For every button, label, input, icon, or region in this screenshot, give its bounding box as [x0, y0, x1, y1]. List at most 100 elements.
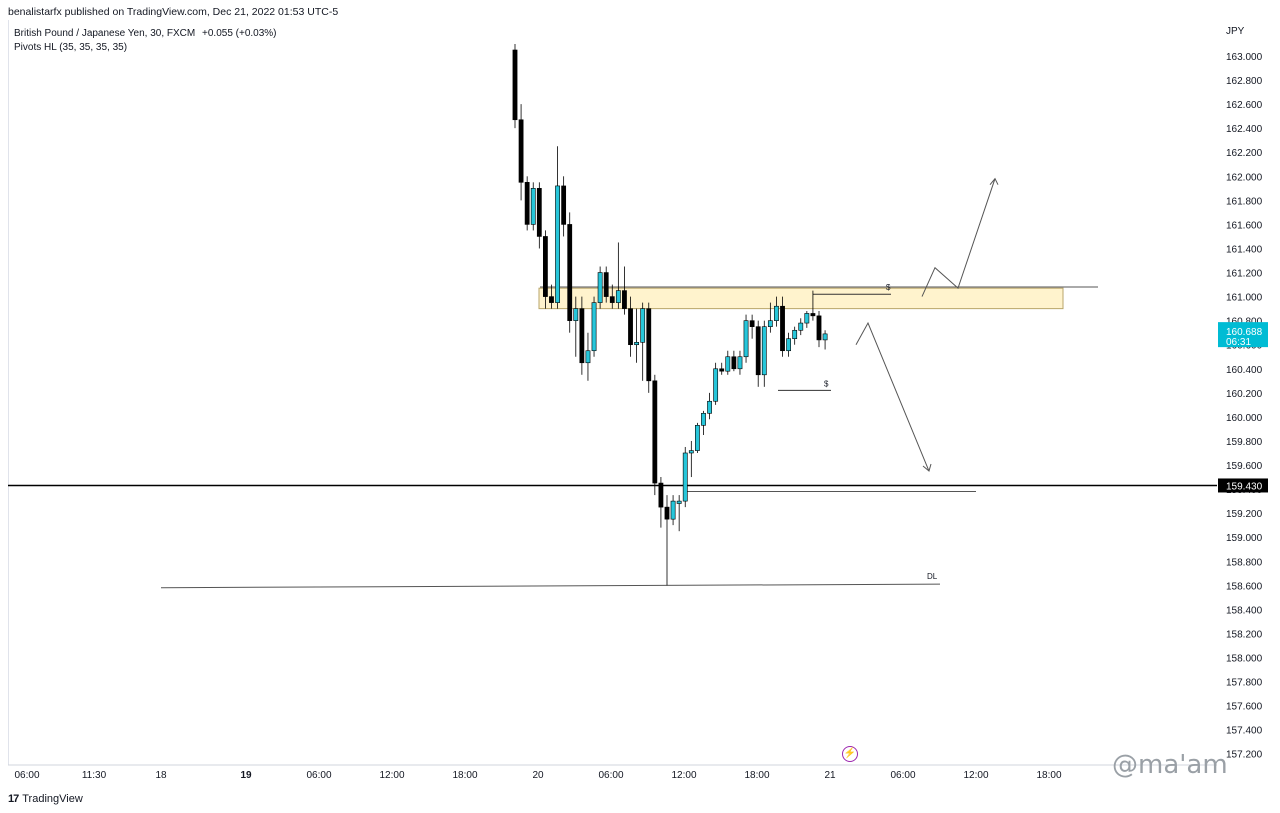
candle-body [786, 338, 791, 352]
candle-body [585, 350, 591, 364]
candle-body [725, 356, 731, 372]
time-tick-label: 18 [155, 770, 167, 781]
candle-body [755, 326, 761, 376]
chart-legend: British Pound / Japanese Yen, 30, FXCM +… [14, 27, 277, 54]
candle-body [622, 290, 627, 309]
price-tick-label: 158.800 [1226, 557, 1263, 568]
price-tick-label: 158.200 [1226, 629, 1263, 640]
candle-body [579, 308, 585, 364]
lightning-icon[interactable]: ⚡ [842, 746, 858, 762]
candle-body [694, 425, 700, 451]
price-tick-label: 160.200 [1226, 389, 1263, 400]
candle-body [615, 290, 621, 303]
candle-body [707, 400, 712, 414]
time-tick-label: 12:00 [671, 770, 696, 781]
time-tick-label: 20 [532, 770, 544, 781]
time-tick-label: 18:00 [1036, 770, 1061, 781]
candle-body [536, 188, 542, 237]
price-tick-label: 157.400 [1226, 726, 1263, 737]
price-tick-label: 159.800 [1226, 437, 1263, 448]
candle-body [761, 326, 767, 376]
dl-line[interactable] [160, 583, 941, 589]
candle-body [767, 320, 773, 327]
candle-body [542, 236, 548, 297]
dl-label: DL [927, 572, 938, 581]
horizontal-line-price-label: 159.430 [1226, 481, 1263, 492]
current-price-label: 160.688 [1226, 327, 1263, 338]
time-tick-label: 18:00 [452, 770, 477, 781]
candle-body [530, 188, 536, 225]
candle-body [658, 482, 664, 508]
candle-body [567, 224, 573, 321]
publisher-header: benalistarfx published on TradingView.co… [8, 6, 339, 18]
candle-body [749, 320, 755, 327]
current-price-badge [1218, 322, 1268, 348]
indicator-legend[interactable]: Pivots HL (35, 35, 35, 35) [14, 41, 128, 53]
symbol-legend[interactable]: British Pound / Japanese Yen, 30, FXCM +… [14, 27, 277, 41]
candle-body [518, 119, 524, 183]
price-tick-label: 158.000 [1226, 654, 1263, 665]
projection-down-path[interactable] [855, 321, 930, 472]
tradingview-mark-icon: 17 [8, 793, 19, 805]
projection-up-path[interactable] [921, 178, 996, 297]
candle-body [731, 356, 737, 370]
time-tick-label: 06:00 [890, 770, 915, 781]
price-tick-label: 162.000 [1226, 172, 1263, 183]
supply-zone[interactable] [538, 287, 1064, 310]
candle-body [682, 452, 688, 502]
bar-countdown-label: 06:31 [1226, 337, 1251, 348]
candle-body [640, 308, 646, 343]
candle-body [792, 329, 798, 340]
liquidity-label-mid: $ [824, 379, 829, 388]
symbol-title: British Pound / Japanese Yen, 30, FXCM [14, 28, 196, 39]
candle-body [713, 368, 719, 402]
price-tick-label: 162.600 [1226, 100, 1263, 111]
time-tick-label: 11:30 [82, 770, 107, 781]
candle-body [804, 313, 810, 324]
candle-body [719, 368, 725, 372]
time-tick-label: 12:00 [963, 770, 988, 781]
candle-body [810, 313, 816, 317]
time-tick-label: 21 [824, 770, 836, 781]
price-tick-label: 162.800 [1226, 76, 1263, 87]
candle-body [816, 315, 822, 341]
watermark-text: @ma'am [1112, 750, 1228, 780]
price-tick-label: 158.600 [1226, 581, 1263, 592]
price-tick-label: 162.200 [1226, 148, 1263, 159]
candle-body [591, 302, 597, 352]
price-change: +0.055 (+0.03%) [202, 28, 277, 39]
candle-body [512, 49, 518, 121]
candle-body [646, 308, 652, 382]
time-tick-label: 06:00 [306, 770, 331, 781]
brand-name: TradingView [22, 793, 83, 805]
price-tick-label: 160.400 [1226, 365, 1263, 376]
candle-body [597, 272, 603, 303]
price-tick-label: 157.600 [1226, 702, 1263, 713]
candle-body [549, 296, 554, 303]
price-tick-label: 161.000 [1226, 293, 1263, 304]
price-tick-label: 161.800 [1226, 196, 1263, 207]
arrow-up-icon [989, 177, 999, 186]
candle-body [524, 182, 530, 225]
price-tick-label: 158.400 [1226, 605, 1263, 616]
candle-body [780, 305, 785, 352]
price-tick-label: 163.000 [1226, 52, 1263, 63]
liquidity-label-top: $ [886, 283, 891, 292]
candle-body [743, 320, 749, 358]
price-tick-label: 157.200 [1226, 750, 1263, 761]
price-tick-label: 160.000 [1226, 413, 1263, 424]
price-tick-label: 161.200 [1226, 269, 1263, 280]
price-axis[interactable] [1217, 0, 1280, 813]
price-tick-label: 161.600 [1226, 220, 1263, 231]
price-tick-label: 159.200 [1226, 509, 1263, 520]
time-tick-label: 19 [240, 770, 252, 781]
price-tick-label: 159.600 [1226, 461, 1263, 472]
price-tick-label: 157.800 [1226, 678, 1263, 689]
arrow-down-icon [922, 463, 932, 472]
candle-body [573, 308, 579, 321]
tradingview-logo[interactable]: 17 TradingView [8, 793, 83, 805]
candle-body [628, 308, 633, 346]
candle-body [774, 305, 779, 321]
candle-body [555, 185, 560, 303]
